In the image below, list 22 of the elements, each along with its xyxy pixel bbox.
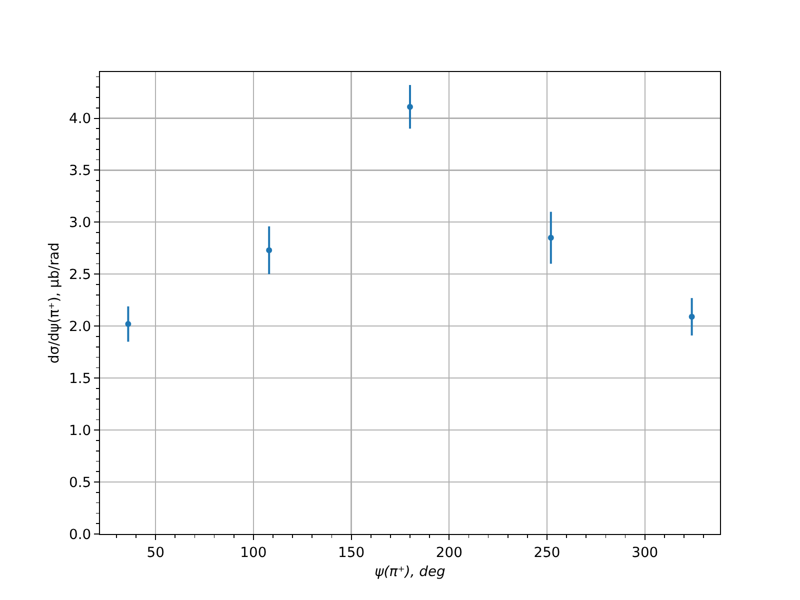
x-tick-label: 300 (632, 544, 658, 561)
y-tick-label: 0.0 (69, 526, 92, 543)
point (407, 104, 413, 110)
point (125, 321, 132, 328)
y-tick-label: 3.0 (69, 215, 92, 232)
x-tick-label: 50 (146, 544, 164, 561)
x-axis-title: ψ(π⁺), deg (374, 564, 446, 580)
x-tick-label: 100 (240, 544, 267, 561)
point (688, 314, 695, 320)
y-tick-label: 1.0 (69, 422, 92, 439)
y-axis-title: dσ/dψ(π⁺), μb/rad (46, 242, 63, 364)
y-tick-label: 4.0 (69, 111, 92, 128)
y-tick-label: 2.5 (69, 267, 92, 284)
x-tick-label: 150 (338, 544, 365, 561)
point (548, 234, 554, 241)
y-tick-label: 0.5 (69, 474, 92, 491)
x-tick-label: 250 (534, 544, 560, 561)
x-tick-label: 200 (436, 544, 462, 561)
y-tick-label: 3.5 (69, 163, 92, 180)
y-tick-label: 1.5 (69, 370, 92, 387)
y-tick-label: 2.0 (69, 318, 92, 335)
point (266, 247, 272, 254)
